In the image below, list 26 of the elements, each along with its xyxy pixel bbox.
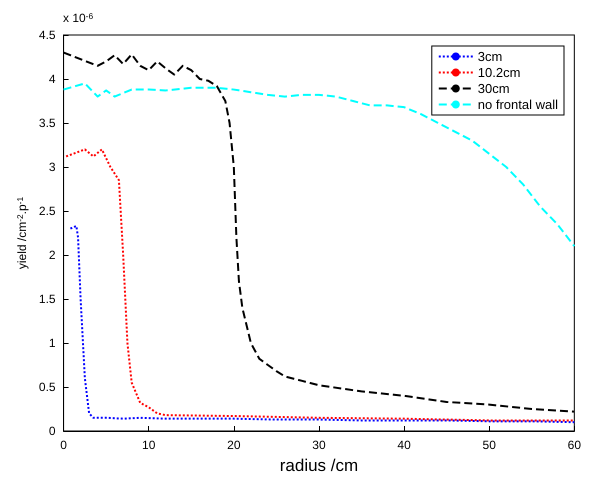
y-tick-label: 4 xyxy=(48,72,56,86)
x-tick-label: 10 xyxy=(142,438,156,452)
y-tick-label: 0.5 xyxy=(38,380,56,394)
line-series xyxy=(62,82,576,248)
legend-label: 30cm xyxy=(478,81,510,96)
y-tick-label: 0 xyxy=(48,424,56,438)
x-axis-title: radius /cm xyxy=(280,456,358,475)
y-tick-label: 2.5 xyxy=(38,204,56,218)
y-tick-label: 1 xyxy=(48,336,56,350)
x-tick-label: 30 xyxy=(312,438,326,452)
x-tick-label: 20 xyxy=(227,438,241,452)
y-tick-label: 3 xyxy=(48,160,56,174)
legend-label: 3cm xyxy=(478,49,502,64)
x-tick-label: 0 xyxy=(60,438,68,452)
x-tick-label: 40 xyxy=(397,438,412,452)
legend-label: no frontal wall xyxy=(478,97,558,112)
x-tick-label: 60 xyxy=(568,438,582,452)
line-series xyxy=(65,148,576,422)
y-tick-label: 4.5 xyxy=(38,28,56,42)
y-tick-label: 3.5 xyxy=(38,116,56,130)
y-axis-title: yield /cm-2.p-1 xyxy=(15,196,29,270)
y-tick-label: 2 xyxy=(48,248,56,262)
y-tick-label: 1.5 xyxy=(38,292,56,306)
line-series xyxy=(69,224,576,424)
legend-label: 10.2cm xyxy=(478,65,520,80)
x-tick-label: 50 xyxy=(482,438,496,452)
